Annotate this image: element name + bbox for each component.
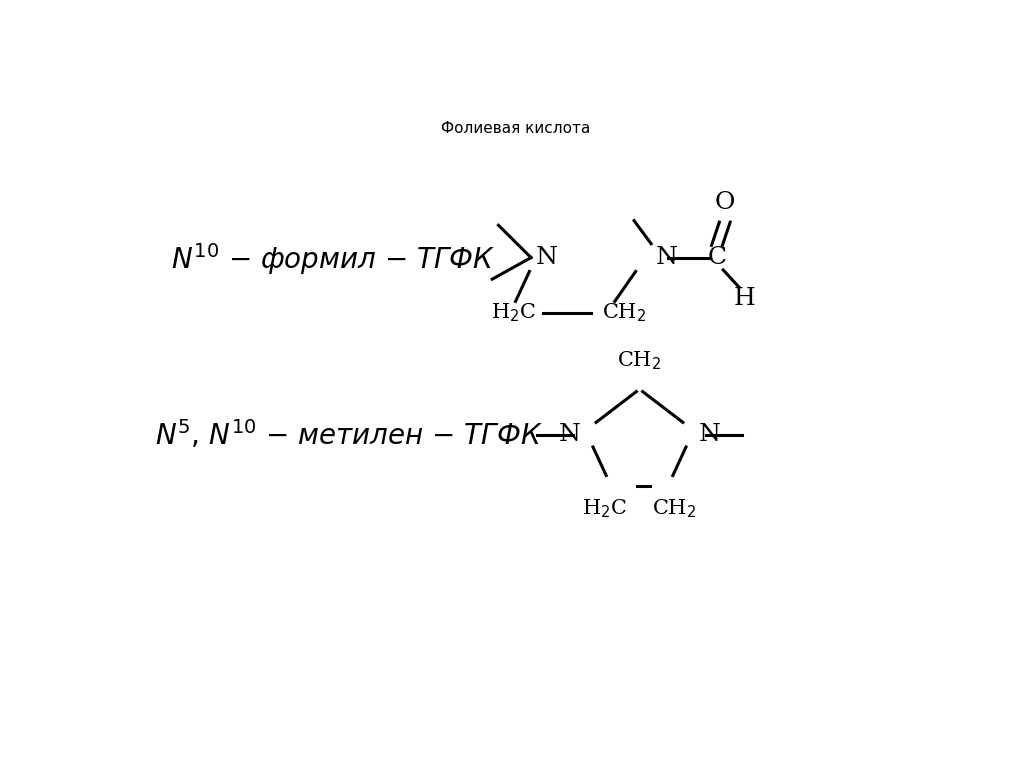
Text: N: N xyxy=(698,423,720,446)
Text: CH$_2$: CH$_2$ xyxy=(602,301,646,324)
Text: N: N xyxy=(559,423,581,446)
Text: CH$_2$: CH$_2$ xyxy=(617,349,662,371)
Text: $\mathit{N}^{10}$ $\mathit{-}$ $\mathit{формил}$ $\mathit{-}$ $\mathit{ТГФК}$: $\mathit{N}^{10}$ $\mathit{-}$ $\mathit{… xyxy=(171,241,495,277)
Text: C: C xyxy=(708,246,727,269)
Text: H$_2$C: H$_2$C xyxy=(490,301,536,324)
Text: CH$_2$: CH$_2$ xyxy=(652,497,696,520)
Text: Фолиевая кислота: Фолиевая кислота xyxy=(440,120,590,136)
Text: N: N xyxy=(655,246,678,269)
Text: $\mathit{N}^5$$\mathit{,}$ $\mathit{N}^{10}$ $\mathit{-}$ $\mathit{метилен}$ $\m: $\mathit{N}^5$$\mathit{,}$ $\mathit{N}^{… xyxy=(155,418,543,451)
Text: O: O xyxy=(715,191,735,214)
Text: H$_2$C: H$_2$C xyxy=(582,497,627,520)
Text: H: H xyxy=(733,287,755,310)
Text: N: N xyxy=(536,246,557,269)
